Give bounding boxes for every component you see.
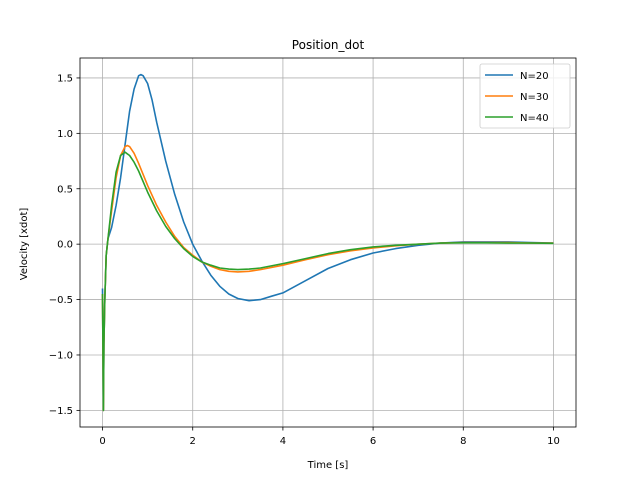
legend: N=20 N=30 N=40 [479, 63, 571, 129]
legend-label: N=30 [520, 92, 549, 103]
y-tick-label: 1.5 [57, 73, 73, 84]
series-line-n-20 [101, 73, 554, 412]
legend-label: N=20 [520, 71, 549, 82]
y-tick-label: −1.5 [49, 406, 73, 417]
plot-area-frame [79, 57, 577, 428]
x-tick-label: 4 [280, 436, 286, 447]
x-tick-label: 0 [99, 436, 105, 447]
y-tick-label: −0.5 [49, 295, 73, 306]
legend-box [479, 63, 571, 129]
legend-label: N=40 [520, 113, 549, 124]
axis-ticks: 0 2 4 6 8 10 −1.5 −1.0 −0.5 0.0 0.5 1.0 1.5 [49, 73, 560, 447]
chart-title: Position_dot [292, 38, 365, 52]
y-axis-label: Velocity [xdot] [19, 208, 30, 281]
y-tick-label: 1.0 [57, 129, 73, 140]
x-axis-label: Time [s] [307, 460, 349, 471]
x-tick-label: 8 [460, 436, 466, 447]
series-line-n-40 [101, 151, 554, 412]
x-tick-label: 6 [370, 436, 376, 447]
x-tick-label: 10 [547, 436, 560, 447]
y-tick-label: 0.0 [57, 240, 73, 251]
x-tick-label: 2 [190, 436, 196, 447]
y-tick-label: −1.0 [49, 350, 73, 361]
y-tick-label: 0.5 [57, 184, 73, 195]
series-lines [101, 73, 554, 412]
